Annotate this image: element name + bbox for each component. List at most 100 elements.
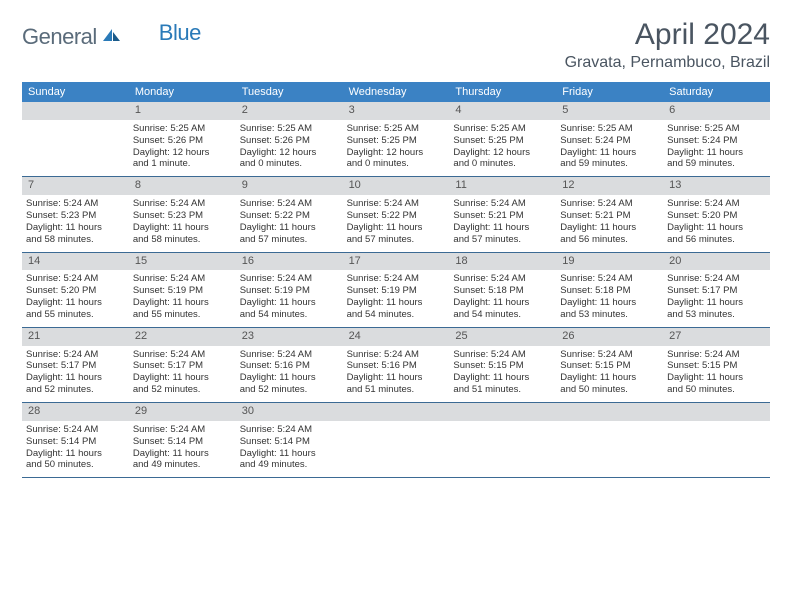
sunrise-text: Sunrise: 5:24 AM (240, 198, 339, 210)
daylight-text-2: and 54 minutes. (240, 309, 339, 321)
daylight-text-2: and 50 minutes. (26, 459, 125, 471)
daylight-text-2: and 55 minutes. (133, 309, 232, 321)
daylight-text-2: and 53 minutes. (560, 309, 659, 321)
daylight-text-2: and 1 minute. (133, 158, 232, 170)
daylight-text-1: Daylight: 11 hours (560, 297, 659, 309)
daylight-text-2: and 51 minutes. (347, 384, 446, 396)
sunset-text: Sunset: 5:24 PM (667, 135, 766, 147)
sunrise-text: Sunrise: 5:24 AM (453, 349, 552, 361)
sunset-text: Sunset: 5:17 PM (667, 285, 766, 297)
week-row: 7Sunrise: 5:24 AMSunset: 5:23 PMDaylight… (22, 177, 770, 252)
weekday-header: Wednesday (343, 82, 450, 102)
sunset-text: Sunset: 5:16 PM (347, 360, 446, 372)
sunrise-text: Sunrise: 5:24 AM (133, 424, 232, 436)
day-cell: 21Sunrise: 5:24 AMSunset: 5:17 PMDayligh… (22, 328, 129, 402)
daylight-text-2: and 50 minutes. (560, 384, 659, 396)
day-cell: 27Sunrise: 5:24 AMSunset: 5:15 PMDayligh… (663, 328, 770, 402)
daylight-text-1: Daylight: 11 hours (453, 372, 552, 384)
daylight-text-2: and 55 minutes. (26, 309, 125, 321)
sunset-text: Sunset: 5:16 PM (240, 360, 339, 372)
week-row: 1Sunrise: 5:25 AMSunset: 5:26 PMDaylight… (22, 102, 770, 177)
day-number: 16 (236, 253, 343, 271)
sunset-text: Sunset: 5:17 PM (26, 360, 125, 372)
sunrise-text: Sunrise: 5:24 AM (26, 198, 125, 210)
sunset-text: Sunset: 5:21 PM (453, 210, 552, 222)
daylight-text-1: Daylight: 11 hours (347, 222, 446, 234)
sunrise-text: Sunrise: 5:25 AM (667, 123, 766, 135)
day-cell: 2Sunrise: 5:25 AMSunset: 5:26 PMDaylight… (236, 102, 343, 176)
weekday-header: Sunday (22, 82, 129, 102)
weeks-container: 1Sunrise: 5:25 AMSunset: 5:26 PMDaylight… (22, 102, 770, 478)
month-title: April 2024 (565, 18, 770, 52)
daylight-text-1: Daylight: 11 hours (453, 297, 552, 309)
day-number: 30 (236, 403, 343, 421)
empty-cell (343, 403, 450, 477)
sunset-text: Sunset: 5:22 PM (347, 210, 446, 222)
daylight-text-2: and 54 minutes. (347, 309, 446, 321)
day-number: 29 (129, 403, 236, 421)
day-number: 19 (556, 253, 663, 271)
daylight-text-2: and 0 minutes. (453, 158, 552, 170)
daylight-text-1: Daylight: 11 hours (133, 372, 232, 384)
title-block: April 2024 Gravata, Pernambuco, Brazil (565, 18, 770, 72)
daylight-text-2: and 49 minutes. (240, 459, 339, 471)
sunrise-text: Sunrise: 5:24 AM (347, 273, 446, 285)
calendar-grid: SundayMondayTuesdayWednesdayThursdayFrid… (22, 82, 770, 478)
day-cell: 15Sunrise: 5:24 AMSunset: 5:19 PMDayligh… (129, 253, 236, 327)
daylight-text-2: and 58 minutes. (26, 234, 125, 246)
page-header: General Blue April 2024 Gravata, Pernamb… (22, 18, 770, 72)
day-cell: 8Sunrise: 5:24 AMSunset: 5:23 PMDaylight… (129, 177, 236, 251)
sunrise-text: Sunrise: 5:25 AM (560, 123, 659, 135)
daylight-text-2: and 58 minutes. (133, 234, 232, 246)
sunset-text: Sunset: 5:24 PM (560, 135, 659, 147)
day-cell: 12Sunrise: 5:24 AMSunset: 5:21 PMDayligh… (556, 177, 663, 251)
day-cell: 14Sunrise: 5:24 AMSunset: 5:20 PMDayligh… (22, 253, 129, 327)
day-number (343, 403, 450, 421)
day-number: 7 (22, 177, 129, 195)
sunrise-text: Sunrise: 5:24 AM (667, 198, 766, 210)
sunrise-text: Sunrise: 5:24 AM (347, 349, 446, 361)
day-cell: 22Sunrise: 5:24 AMSunset: 5:17 PMDayligh… (129, 328, 236, 402)
day-number (449, 403, 556, 421)
daylight-text-1: Daylight: 11 hours (26, 222, 125, 234)
day-number: 2 (236, 102, 343, 120)
sunrise-text: Sunrise: 5:25 AM (453, 123, 552, 135)
day-number: 15 (129, 253, 236, 271)
sunset-text: Sunset: 5:20 PM (26, 285, 125, 297)
daylight-text-2: and 57 minutes. (347, 234, 446, 246)
daylight-text-1: Daylight: 11 hours (560, 372, 659, 384)
day-number: 24 (343, 328, 450, 346)
daylight-text-1: Daylight: 12 hours (347, 147, 446, 159)
day-cell: 11Sunrise: 5:24 AMSunset: 5:21 PMDayligh… (449, 177, 556, 251)
sunrise-text: Sunrise: 5:24 AM (133, 273, 232, 285)
brand-part2: Blue (159, 20, 201, 46)
sunrise-text: Sunrise: 5:24 AM (133, 198, 232, 210)
sunset-text: Sunset: 5:26 PM (133, 135, 232, 147)
daylight-text-1: Daylight: 12 hours (453, 147, 552, 159)
day-number: 10 (343, 177, 450, 195)
sunrise-text: Sunrise: 5:25 AM (133, 123, 232, 135)
day-cell: 18Sunrise: 5:24 AMSunset: 5:18 PMDayligh… (449, 253, 556, 327)
sunset-text: Sunset: 5:15 PM (667, 360, 766, 372)
sunrise-text: Sunrise: 5:25 AM (240, 123, 339, 135)
brand-logo: General Blue (22, 18, 167, 50)
empty-cell (22, 102, 129, 176)
sunrise-text: Sunrise: 5:24 AM (240, 349, 339, 361)
sunset-text: Sunset: 5:20 PM (667, 210, 766, 222)
sunrise-text: Sunrise: 5:24 AM (26, 424, 125, 436)
daylight-text-1: Daylight: 11 hours (667, 297, 766, 309)
daylight-text-1: Daylight: 11 hours (667, 222, 766, 234)
daylight-text-2: and 59 minutes. (560, 158, 659, 170)
weekday-header-row: SundayMondayTuesdayWednesdayThursdayFrid… (22, 82, 770, 102)
daylight-text-2: and 49 minutes. (133, 459, 232, 471)
day-number: 1 (129, 102, 236, 120)
sunset-text: Sunset: 5:14 PM (133, 436, 232, 448)
day-cell: 23Sunrise: 5:24 AMSunset: 5:16 PMDayligh… (236, 328, 343, 402)
sunrise-text: Sunrise: 5:25 AM (347, 123, 446, 135)
empty-cell (663, 403, 770, 477)
sunset-text: Sunset: 5:26 PM (240, 135, 339, 147)
daylight-text-2: and 57 minutes. (240, 234, 339, 246)
sunset-text: Sunset: 5:17 PM (133, 360, 232, 372)
daylight-text-1: Daylight: 11 hours (26, 372, 125, 384)
sunrise-text: Sunrise: 5:24 AM (560, 273, 659, 285)
